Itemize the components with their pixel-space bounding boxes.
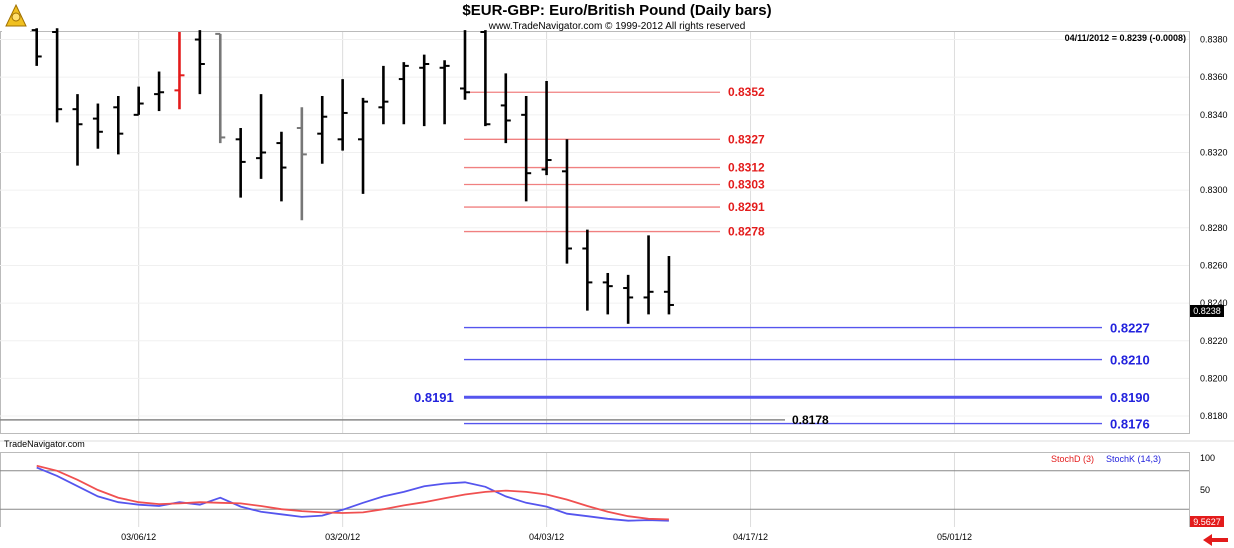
ohlc-bar <box>174 32 185 110</box>
scroll-left-arrow-icon[interactable] <box>1203 534 1228 546</box>
ohlc-bar <box>72 94 83 166</box>
red-level-label: 0.8352 <box>728 85 765 99</box>
price-tick-label: 0.8380 <box>1200 35 1228 45</box>
blue-level-label: 0.8210 <box>1110 353 1150 368</box>
stoch-value-label: 9.5627 <box>1193 517 1221 527</box>
price-bars <box>31 28 674 324</box>
legend-stochd: StochD (3) <box>1051 454 1094 464</box>
red-level-label: 0.8327 <box>728 132 765 146</box>
red-level-label: 0.8291 <box>728 200 765 214</box>
ohlc-bar <box>235 128 246 198</box>
ohlc-bar <box>92 103 103 149</box>
ohlc-bar <box>358 97 369 194</box>
ohlc-bar <box>256 94 267 179</box>
date-tick-label: 04/17/12 <box>733 532 768 542</box>
stochastic-lines <box>0 464 1189 522</box>
ohlc-bar <box>602 272 613 315</box>
price-tick-label: 0.8340 <box>1200 110 1228 120</box>
last-price-info: 04/11/2012 = 0.8239 (-0.0008) <box>1065 33 1186 43</box>
ohlc-bar <box>623 274 634 324</box>
ohlc-bar <box>194 30 205 95</box>
ohlc-bar <box>419 54 430 127</box>
ohlc-bar <box>215 32 226 144</box>
ohlc-bar <box>337 79 348 151</box>
price-tick-label: 0.8280 <box>1200 223 1228 233</box>
date-tick-label: 03/20/12 <box>325 532 360 542</box>
ohlc-bar <box>582 229 593 311</box>
current-price-marker: 0.8238 <box>1190 305 1224 317</box>
date-axis: 03/06/12 03/20/12 04/03/12 04/17/12 05/01/12 <box>121 532 972 542</box>
price-tick-label: 0.8220 <box>1200 336 1228 346</box>
price-tick-label: 0.8300 <box>1200 185 1228 195</box>
copyright-text: www.TradeNavigator.com © 1999-2012 All r… <box>488 21 746 32</box>
red-level-label: 0.8303 <box>728 177 765 191</box>
stoch-value-marker: 9.5627 <box>1190 516 1224 527</box>
price-tick-label: 0.8200 <box>1200 373 1228 383</box>
ohlc-bar <box>398 62 409 125</box>
ohlc-bar <box>276 131 287 202</box>
ohlc-bar <box>459 30 470 100</box>
price-tick-label: 0.8260 <box>1200 260 1228 270</box>
vertical-gridlines <box>138 32 955 527</box>
blue-level-label: 0.8227 <box>1110 321 1150 336</box>
level-lines: 0.8352 0.8327 0.8312 0.8303 0.8291 0.8278 0.82… <box>0 85 1150 432</box>
ohlc-bar <box>154 71 165 112</box>
ohlc-bar <box>541 80 552 176</box>
chart-title: $EUR-GBP: Euro/British Pound (Daily bars… <box>462 2 771 19</box>
red-level-label: 0.8278 <box>728 225 765 239</box>
blue-level-label: 0.8176 <box>1110 417 1150 432</box>
tradenavigator-logo-icon[interactable] <box>2 2 30 32</box>
stoch-tick-label: 100 <box>1200 453 1215 463</box>
date-tick-label: 05/01/12 <box>937 532 972 542</box>
ohlc-bar <box>500 73 511 144</box>
ohlc-bar <box>663 256 674 315</box>
price-tick-label: 0.8360 <box>1200 72 1228 82</box>
ohlc-bar <box>521 96 532 202</box>
date-tick-label: 04/03/12 <box>529 532 564 542</box>
red-level-label: 0.8312 <box>728 161 765 175</box>
ohlc-bar <box>133 86 144 116</box>
date-tick-label: 03/06/12 <box>121 532 156 542</box>
ohlc-bar <box>480 30 491 127</box>
price-panel-frame <box>0 31 1190 434</box>
blue-level-left-label: 0.8191 <box>414 390 454 405</box>
stoch-tick-label: 50 <box>1200 485 1210 495</box>
ohlc-bar <box>561 139 572 264</box>
brand-label: TradeNavigator.com <box>4 439 85 449</box>
price-axis: 0.8380 0.8360 0.8340 0.8320 0.8300 0.8280 0.82… <box>1200 35 1228 422</box>
ohlc-bar <box>296 107 307 221</box>
current-price-label: 0.8238 <box>1193 306 1221 316</box>
date-axis-strip <box>0 527 1234 548</box>
black-level-label: 0.8178 <box>792 413 829 427</box>
ohlc-bar <box>439 60 450 125</box>
ohlc-bar <box>378 65 389 125</box>
stoch-axis: 100 50 <box>1200 453 1215 495</box>
ohlc-bar <box>643 235 654 315</box>
stochk-line <box>36 466 669 522</box>
ohlc-bar <box>113 96 124 155</box>
stochd-line <box>36 464 669 521</box>
blue-level-label: 0.8190 <box>1110 390 1150 405</box>
price-tick-label: 0.8240 <box>1200 298 1228 308</box>
price-tick-label: 0.8180 <box>1200 411 1228 421</box>
ohlc-bar <box>52 28 63 123</box>
ohlc-bar <box>317 96 328 164</box>
legend-stochk: StochK (14,3) <box>1106 454 1161 464</box>
price-tick-label: 0.8320 <box>1200 147 1228 157</box>
ohlc-bar <box>31 28 42 66</box>
